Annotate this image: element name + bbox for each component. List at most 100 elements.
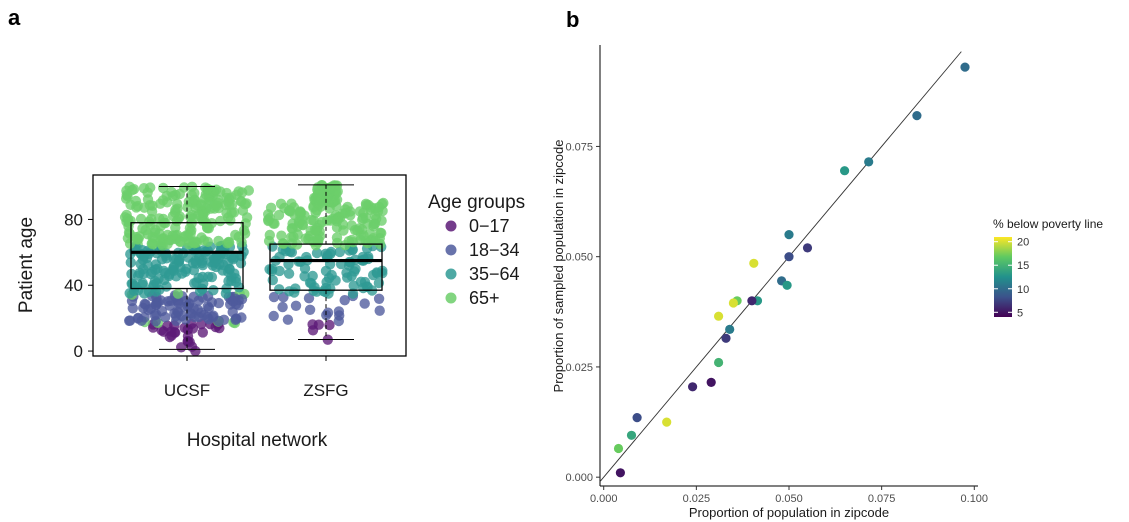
panel-a-patient-point — [286, 232, 297, 243]
panel-b-y-tick-label: 0.050 — [565, 252, 593, 264]
panel-a-patient-point — [146, 238, 157, 249]
panel-b-x-tick-label: 0.025 — [683, 493, 711, 505]
panel-a-patient-point — [182, 202, 193, 213]
panel-a-patient-point — [172, 306, 183, 317]
panel-b-colorbar-tick-label: 10 — [1017, 284, 1029, 296]
panel-a-patient-point — [346, 234, 358, 246]
panel-a-patient-point — [309, 282, 320, 293]
panel-a-y-axis-title: Patient age — [16, 217, 37, 313]
panel-b-zipcode-point — [784, 252, 794, 262]
panel-b-zipcode-point — [802, 243, 813, 253]
panel-b-colorbar-ticks: 20 15 10 5 — [994, 237, 1029, 319]
panel-a-patient-point — [284, 286, 295, 297]
panel-a-patient-point — [333, 306, 345, 317]
panel-b-zipcode-point — [728, 298, 739, 308]
panel-a-patient-point — [182, 324, 193, 335]
panel-a-patient-point — [333, 315, 344, 327]
panel-a-patient-point — [183, 238, 194, 250]
panel-a-patient-point — [358, 282, 369, 294]
panel-b-zipcode-point — [626, 430, 637, 440]
panel-a-patient-point — [283, 268, 295, 279]
panel-a-patient-point — [357, 214, 368, 225]
panel-a-patient-point — [376, 227, 387, 239]
panel-b-zipcode-point — [749, 258, 759, 268]
panel-b-y-tick-label: 0.075 — [565, 141, 593, 153]
panel-a-patient-point — [167, 264, 178, 276]
panel-a-patient-point — [236, 294, 248, 305]
panel-a-legend-label: 0−17 — [469, 216, 510, 236]
panel-a-patient-point — [267, 263, 278, 275]
panel-a-patient-point — [226, 207, 237, 218]
panel-a-patient-point — [138, 302, 149, 314]
panel-a-patient-point — [185, 228, 196, 239]
panel-a-patient-point — [179, 301, 190, 312]
panel-a-patient-point — [231, 313, 242, 324]
panel-a-x-tick-label: UCSF — [164, 381, 210, 400]
panel-a-patient-point — [268, 310, 279, 322]
panel-a-x-axis: UCSF ZSFG — [164, 356, 349, 400]
panel-a-legend-label: 35−64 — [469, 264, 520, 284]
panel-a-patient-point — [320, 286, 331, 298]
panel-a-patient-point — [299, 263, 311, 274]
panel-a-patient-point — [323, 182, 335, 194]
panel-b-y-tick-label: 0.025 — [565, 362, 593, 374]
panel-a-patient-point — [304, 304, 316, 315]
panel-a-patient-point — [233, 282, 245, 293]
panel-a-patient-point — [308, 236, 319, 247]
panel-a-patient-point — [297, 219, 308, 230]
panel-a-patient-point — [332, 186, 343, 197]
panel-a-patient-point — [360, 198, 372, 209]
panel-a-patient-point — [206, 271, 218, 283]
panel-a-patient-point — [166, 186, 177, 198]
panel-a-legend-title: Age groups — [428, 192, 525, 213]
panel-b-y-axis-title: Proportion of sampled population in zipc… — [551, 140, 566, 393]
panel-b-x-tick-label: 0.050 — [775, 493, 803, 505]
panel-b-zipcode-point — [747, 296, 757, 306]
panel-a-patient-point — [275, 198, 287, 209]
panel-a-patient-point — [284, 205, 295, 216]
panel-a-patient-point — [264, 229, 275, 241]
panel-a-patient-point — [160, 312, 171, 323]
panel-a-patient-point — [175, 236, 186, 248]
panel-b-identity-line — [599, 51, 962, 482]
panel-a-patient-point — [350, 263, 361, 275]
panel-b-x-tick-label: 0.075 — [868, 493, 896, 505]
panel-a-y-tick-label: 40 — [64, 276, 83, 295]
panel-a-patient-point — [124, 315, 136, 326]
panel-a-patient-point — [282, 314, 294, 325]
panel-a-patient-point — [185, 211, 196, 222]
panel-a-patient-point — [330, 275, 341, 286]
panel-a-patient-point — [170, 327, 181, 338]
panel-a-patient-point — [147, 282, 158, 293]
panel-a-legend-swatch — [445, 244, 457, 256]
panel-a-patient-point — [190, 258, 202, 269]
panel-a-patient-point — [347, 288, 359, 299]
panel-a-patient-point — [202, 236, 213, 247]
panel-a-y-tick-label: 80 — [64, 210, 83, 229]
panel-b-zipcode-point — [721, 333, 731, 343]
panel-a-boxplots — [130, 184, 383, 350]
panel-a-label: a — [8, 5, 21, 30]
panel-a-patient-point — [359, 298, 370, 309]
panel-a-patient-point — [268, 291, 280, 303]
panel-b-zipcode-point — [706, 377, 716, 387]
panel-a-patient-point — [138, 268, 149, 279]
panel-a-patient-point — [211, 200, 223, 211]
panel-a-patient-point — [161, 253, 172, 264]
panel-a-patient-point — [374, 305, 385, 316]
panel-a-patient-point — [233, 186, 244, 197]
panel-b-zipcode-point — [960, 62, 970, 72]
panel-a-patient-point — [196, 200, 207, 211]
panel-a-patient-point — [213, 315, 224, 327]
panel-a-patient-point — [193, 209, 204, 220]
panel-b-zipcode-point — [613, 443, 624, 454]
panel-a-patient-point — [209, 257, 220, 268]
panel-a-patient-point — [197, 327, 208, 338]
panel-a-box — [269, 243, 383, 291]
panel-a-beeswarm — [119, 180, 389, 357]
panel-a-patient-point — [158, 182, 169, 194]
panel-a-legend-label: 65+ — [469, 288, 500, 308]
panel-a-patient-point — [290, 300, 302, 311]
panel-b-x-axis-title: Proportion of population in zipcode — [689, 505, 889, 520]
panel-a-patient-point — [223, 236, 234, 248]
